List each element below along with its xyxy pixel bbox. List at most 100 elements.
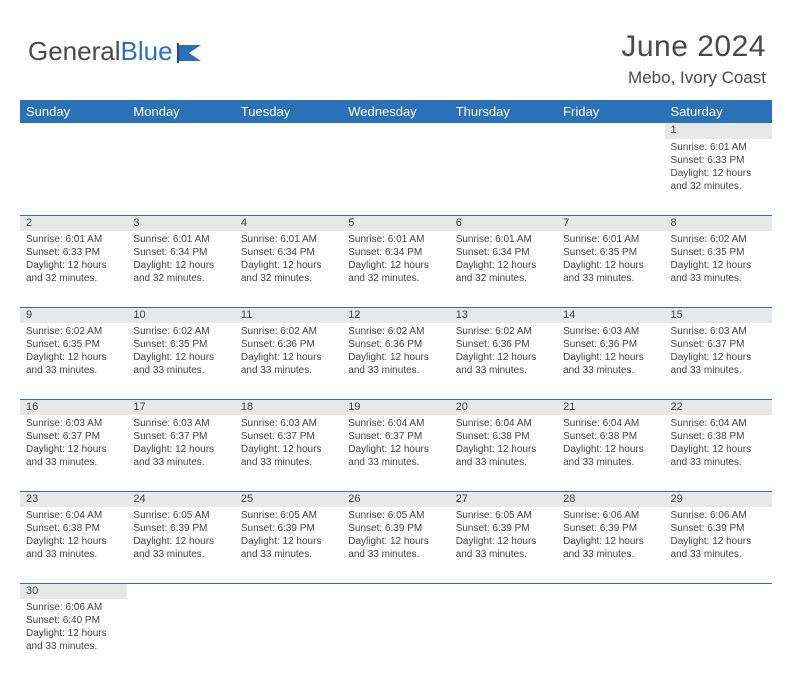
weekday-header-row: Sunday Monday Tuesday Wednesday Thursday… xyxy=(20,100,772,123)
sunset-text: Sunset: 6:33 PM xyxy=(26,246,121,259)
day-number-cell: 24 xyxy=(127,491,234,507)
day-content-cell: Sunrise: 6:06 AMSunset: 6:39 PMDaylight:… xyxy=(557,507,664,583)
day-number-cell xyxy=(450,123,557,139)
sunset-text: Sunset: 6:38 PM xyxy=(26,522,121,535)
sunset-text: Sunset: 6:39 PM xyxy=(671,522,766,535)
sunset-text: Sunset: 6:39 PM xyxy=(133,522,228,535)
daylight-text: Daylight: 12 hours and 33 minutes. xyxy=(563,535,658,561)
location-label: Mebo, Ivory Coast xyxy=(621,68,766,88)
day-content-cell: Sunrise: 6:02 AMSunset: 6:36 PMDaylight:… xyxy=(342,323,449,399)
day-number-row: 16171819202122 xyxy=(20,399,772,415)
sunrise-text: Sunrise: 6:03 AM xyxy=(26,417,121,430)
daylight-text: Daylight: 12 hours and 33 minutes. xyxy=(133,443,228,469)
calendar-body: 1Sunrise: 6:01 AMSunset: 6:33 PMDaylight… xyxy=(20,123,772,675)
daylight-text: Daylight: 12 hours and 33 minutes. xyxy=(26,351,121,377)
sunrise-text: Sunrise: 6:01 AM xyxy=(563,233,658,246)
daylight-text: Daylight: 12 hours and 32 minutes. xyxy=(26,259,121,285)
daylight-text: Daylight: 12 hours and 33 minutes. xyxy=(26,535,121,561)
day-content-cell xyxy=(342,599,449,675)
sunset-text: Sunset: 6:36 PM xyxy=(563,338,658,351)
day-content-cell xyxy=(235,599,342,675)
day-number-cell: 5 xyxy=(342,215,449,231)
sunset-text: Sunset: 6:37 PM xyxy=(348,430,443,443)
day-content-cell: Sunrise: 6:06 AMSunset: 6:39 PMDaylight:… xyxy=(665,507,772,583)
day-number-cell: 12 xyxy=(342,307,449,323)
day-content-row: Sunrise: 6:03 AM Sunset: 6:37 PM Daylight:… xyxy=(20,415,772,491)
daylight-text: Daylight: 12 hours and 33 minutes. xyxy=(563,351,658,377)
sunset-text: Sunset: 6:35 PM xyxy=(563,246,658,259)
day-number-cell: 3 xyxy=(127,215,234,231)
sunrise-text: Sunrise: 6:04 AM xyxy=(456,417,551,430)
sunrise-text: Sunrise: 6:01 AM xyxy=(26,233,121,246)
day-content-cell: Sunrise: 6:04 AMSunset: 6:37 PMDaylight:… xyxy=(342,415,449,491)
day-content-row: Sunrise: 6:04 AMSunset: 6:38 PMDaylight:… xyxy=(20,507,772,583)
day-content-cell xyxy=(450,139,557,215)
day-content-cell: Sunrise: 6:05 AMSunset: 6:39 PMDaylight:… xyxy=(450,507,557,583)
day-content-cell: Sunrise: 6:01 AMSunset: 6:33 PMDaylight:… xyxy=(20,231,127,307)
day-content-cell: Sunrise: 6:03 AMSunset: 6:37 PMDaylight:… xyxy=(127,415,234,491)
logo: GeneralBlue xyxy=(28,36,205,67)
day-content-cell: Sunrise: 6:05 AMSunset: 6:39 PMDaylight:… xyxy=(127,507,234,583)
daylight-text: Daylight: 12 hours and 33 minutes. xyxy=(133,535,228,561)
day-number-cell: 27 xyxy=(450,491,557,507)
weekday-header: Wednesday xyxy=(342,100,449,123)
sunrise-text: Sunrise: 6:06 AM xyxy=(26,601,121,614)
day-content-cell: Sunrise: 6:04 AMSunset: 6:38 PMDaylight:… xyxy=(450,415,557,491)
day-content-cell: Sunrise: 6:04 AMSunset: 6:38 PMDaylight:… xyxy=(20,507,127,583)
logo-text-blue: Blue xyxy=(121,36,173,67)
day-number-row: 1 xyxy=(20,123,772,139)
day-number-cell: 18 xyxy=(235,399,342,415)
daylight-text: Daylight: 12 hours and 33 minutes. xyxy=(26,443,121,469)
day-number-cell xyxy=(342,583,449,599)
day-content-cell: Sunrise: 6:02 AMSunset: 6:36 PMDaylight:… xyxy=(450,323,557,399)
sunrise-text: Sunrise: 6:02 AM xyxy=(671,233,766,246)
day-content-cell xyxy=(557,599,664,675)
weekday-header: Monday xyxy=(127,100,234,123)
day-content-cell xyxy=(557,139,664,215)
daylight-text: Daylight: 12 hours and 33 minutes. xyxy=(456,351,551,377)
day-number-row: 9101112131415 xyxy=(20,307,772,323)
daylight-text: Daylight: 12 hours and 33 minutes. xyxy=(563,259,658,285)
day-number-cell: 10 xyxy=(127,307,234,323)
sunset-text: Sunset: 6:38 PM xyxy=(671,430,766,443)
daylight-text: Daylight: 12 hours and 33 minutes. xyxy=(26,627,121,653)
sunrise-text: Sunrise: 6:04 AM xyxy=(26,509,121,522)
day-content-cell xyxy=(127,139,234,215)
day-number-cell xyxy=(557,583,664,599)
day-number-cell: 29 xyxy=(665,491,772,507)
day-number-cell: 26 xyxy=(342,491,449,507)
sunrise-text: Sunrise: 6:01 AM xyxy=(133,233,228,246)
day-number-row: 30 xyxy=(20,583,772,599)
day-number-cell: 13 xyxy=(450,307,557,323)
daylight-text: Daylight: 12 hours and 32 minutes. xyxy=(456,259,551,285)
day-number-cell: 15 xyxy=(665,307,772,323)
day-number-cell: 16 xyxy=(20,399,127,415)
daylight-text: Daylight: 12 hours and 33 minutes. xyxy=(671,259,766,285)
sunset-text: Sunset: 6:35 PM xyxy=(671,246,766,259)
day-content-cell: Sunrise: 6:03 AMSunset: 6:37 PMDaylight:… xyxy=(235,415,342,491)
day-content-row: Sunrise: 6:01 AMSunset: 6:33 PMDaylight:… xyxy=(20,139,772,215)
sunrise-text: Sunrise: 6:04 AM xyxy=(563,417,658,430)
sunrise-text: Sunrise: 6:03 AM xyxy=(241,417,336,430)
sunset-text: Sunset: 6:36 PM xyxy=(456,338,551,351)
day-content-row: Sunrise: 6:01 AMSunset: 6:33 PMDaylight:… xyxy=(20,231,772,307)
daylight-text: Daylight: 12 hours and 33 minutes. xyxy=(456,443,551,469)
day-content-cell: Sunrise: 6:01 AMSunset: 6:34 PMDaylight:… xyxy=(127,231,234,307)
sunset-text: Sunset: 6:37 PM xyxy=(671,338,766,351)
day-number-cell: 4 xyxy=(235,215,342,231)
daylight-text: Daylight: 12 hours and 33 minutes. xyxy=(348,351,443,377)
day-content-cell: Sunrise: 6:02 AMSunset: 6:35 PMDaylight:… xyxy=(127,323,234,399)
day-number-row: 23242526272829 xyxy=(20,491,772,507)
day-content-cell: Sunrise: 6:01 AMSunset: 6:34 PMDaylight:… xyxy=(450,231,557,307)
sunset-text: Sunset: 6:35 PM xyxy=(26,338,121,351)
calendar-table: Sunday Monday Tuesday Wednesday Thursday… xyxy=(20,100,772,675)
daylight-text: Daylight: 12 hours and 32 minutes. xyxy=(241,259,336,285)
day-content-cell xyxy=(342,139,449,215)
sunrise-text: Sunrise: 6:05 AM xyxy=(456,509,551,522)
sunrise-text: Sunrise: 6:02 AM xyxy=(348,325,443,338)
sunset-text: Sunset: 6:39 PM xyxy=(456,522,551,535)
sunrise-text: Sunrise: 6:06 AM xyxy=(671,509,766,522)
sunrise-text: Sunrise: 6:03 AM xyxy=(133,417,228,430)
daylight-text: Daylight: 12 hours and 33 minutes. xyxy=(563,443,658,469)
sunrise-text: Sunrise: 6:02 AM xyxy=(456,325,551,338)
